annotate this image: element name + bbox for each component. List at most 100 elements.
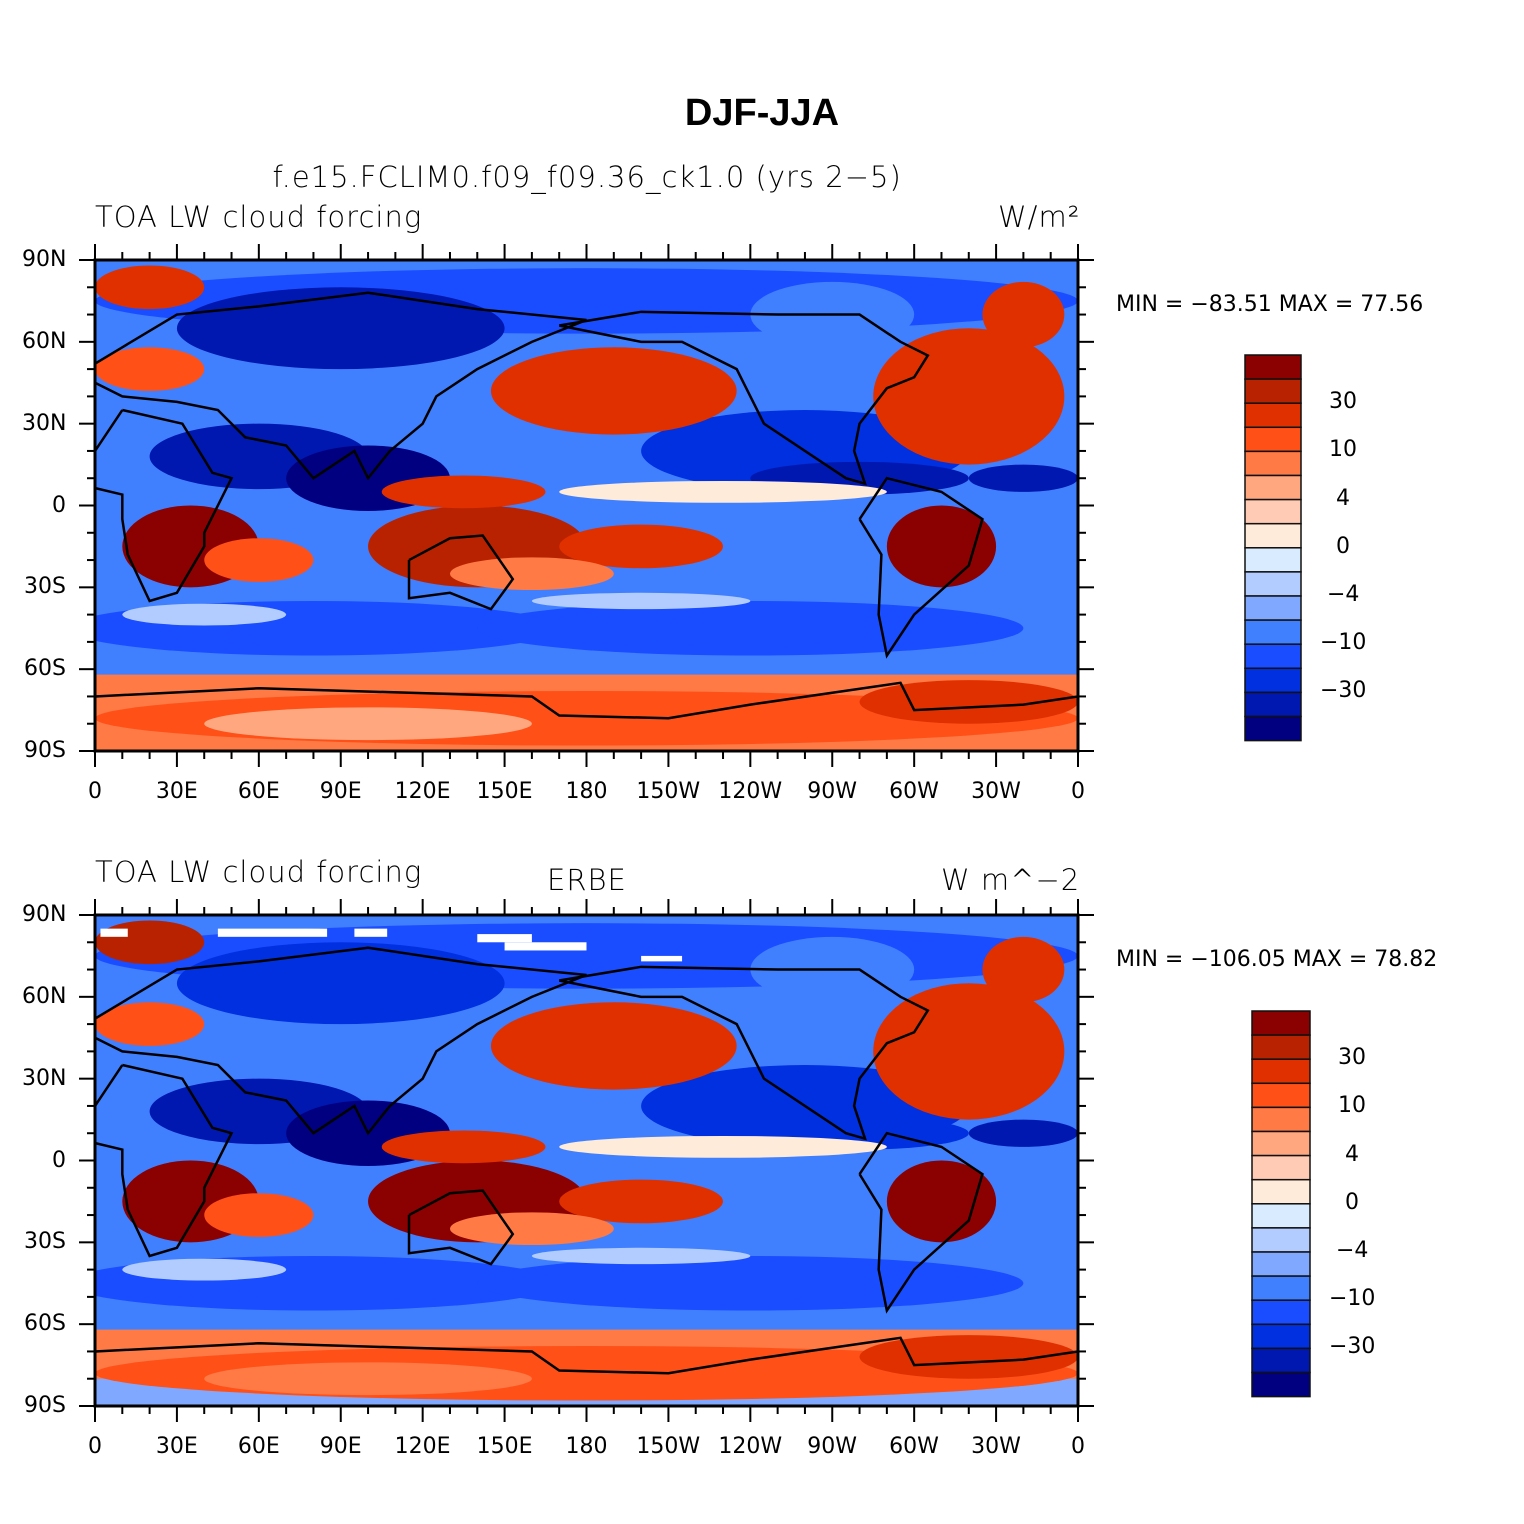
colorbar-swatch xyxy=(1244,450,1302,477)
panel-units: W m^−2 xyxy=(941,863,1081,897)
contour-region xyxy=(95,265,205,310)
colorbar-swatch xyxy=(1244,474,1302,501)
lat-label: 30S xyxy=(24,574,66,600)
contour-region xyxy=(982,936,1065,1003)
contour-region xyxy=(95,920,205,965)
contour-region xyxy=(559,1179,724,1224)
lon-label: 120E xyxy=(394,1434,451,1459)
colorbar-swatch xyxy=(1244,691,1302,718)
missing-data xyxy=(217,928,328,937)
lon-label: 60E xyxy=(237,779,280,804)
colorbar-swatch xyxy=(1244,402,1302,429)
contour-region xyxy=(204,538,314,582)
lon-label: 150W xyxy=(636,779,701,804)
colorbar-swatch xyxy=(1251,1299,1311,1326)
lat-label: 30S xyxy=(24,1229,66,1255)
contour-region xyxy=(531,592,751,610)
contour-region xyxy=(95,347,205,391)
colorbar-swatch xyxy=(1251,1130,1311,1157)
colorbar-label: 30 xyxy=(1338,1045,1366,1071)
colorbar-label: 0 xyxy=(1345,1189,1359,1215)
lon-label: 120E xyxy=(394,779,451,804)
lon-label: 120W xyxy=(718,1434,783,1459)
lat-label: 90N xyxy=(22,902,67,927)
colorbar-swatch xyxy=(1251,1251,1311,1277)
map-panel-model xyxy=(79,244,1094,767)
colorbar-label: −4 xyxy=(1327,582,1360,607)
lon-label: 90E xyxy=(319,1434,362,1459)
colorbar-swatch xyxy=(1244,595,1302,621)
lat-label: 0 xyxy=(52,1147,66,1173)
lon-label: 60W xyxy=(889,1434,939,1459)
colorbar-label: −10 xyxy=(1320,630,1367,656)
colorbar-label: 30 xyxy=(1329,389,1357,415)
coastline xyxy=(95,408,234,603)
coastline xyxy=(407,534,515,611)
lat-label: 90S xyxy=(24,1393,66,1418)
lat-label: 0 xyxy=(52,492,66,518)
colorbar-swatch xyxy=(1244,715,1302,742)
lat-label: 90S xyxy=(24,738,66,763)
lon-label: 60W xyxy=(889,779,939,804)
colorbar-swatch xyxy=(1251,1371,1311,1398)
missing-data xyxy=(100,928,128,937)
lon-label: 30W xyxy=(971,779,1021,804)
contour-region xyxy=(381,475,546,509)
lat-label: 60S xyxy=(24,1311,66,1337)
colorbar-swatch xyxy=(1251,1106,1311,1133)
contour-region xyxy=(449,1212,614,1246)
lat-label: 30N xyxy=(22,410,67,436)
colorbar-swatch xyxy=(1251,1347,1311,1374)
contour-region xyxy=(873,328,1065,465)
colorbar-swatch xyxy=(1244,643,1302,670)
contour-region xyxy=(204,1193,314,1237)
contour-region xyxy=(559,524,724,569)
coastline xyxy=(95,291,587,481)
coastline xyxy=(558,965,930,1141)
colorbar-label: −10 xyxy=(1329,1286,1376,1312)
lon-label: 0 xyxy=(88,1434,102,1459)
contour-region xyxy=(982,281,1065,348)
map-panel-observations xyxy=(79,899,1094,1422)
contour-region xyxy=(477,1255,1024,1311)
colorbar-swatch xyxy=(1244,426,1302,453)
missing-data xyxy=(354,928,388,937)
lon-label: 150E xyxy=(476,1434,533,1459)
contour-region xyxy=(859,680,1078,724)
lon-label: 180 xyxy=(565,779,608,804)
lon-label: 0 xyxy=(88,779,102,804)
lon-label: 90W xyxy=(807,1434,857,1459)
contour-region xyxy=(204,707,532,741)
missing-data xyxy=(641,955,683,962)
colorbar-label: −4 xyxy=(1336,1238,1369,1263)
contour-region xyxy=(559,1135,887,1158)
colorbar-swatch xyxy=(1244,667,1302,694)
lat-label: 30N xyxy=(22,1065,67,1091)
lon-label: 180 xyxy=(565,1434,608,1459)
coastline xyxy=(95,681,1078,720)
lon-label: 30E xyxy=(155,1434,198,1459)
colorbar-swatch xyxy=(1251,1058,1311,1085)
lat-label: 60N xyxy=(22,328,67,354)
colorbar-swatch xyxy=(1244,498,1302,525)
colorbar-swatch xyxy=(1251,1082,1311,1109)
min-max-label: MIN = −106.05 MAX = 78.82 xyxy=(1116,947,1438,972)
colorbar xyxy=(1244,354,1302,742)
colorbar-swatch xyxy=(1251,1154,1311,1181)
contour-region xyxy=(968,1119,1078,1147)
min-max-label: MIN = −83.51 MAX = 77.56 xyxy=(1116,292,1424,317)
lat-label: 90N xyxy=(22,247,67,272)
coastline xyxy=(95,946,587,1136)
lat-label: 60N xyxy=(22,983,67,1009)
colorbar-swatch xyxy=(1244,522,1302,549)
lon-label: 30E xyxy=(155,779,198,804)
lon-label: 60E xyxy=(237,1434,280,1459)
contour-region xyxy=(176,287,505,370)
colorbar-swatch xyxy=(1244,619,1302,645)
colorbar-label: 0 xyxy=(1336,533,1350,559)
missing-data xyxy=(504,942,587,951)
colorbar-swatch xyxy=(1251,1203,1311,1229)
panel-left-title: TOA LW cloud forcing xyxy=(95,200,423,234)
contour-region xyxy=(204,1362,532,1396)
contour-region xyxy=(559,480,887,503)
